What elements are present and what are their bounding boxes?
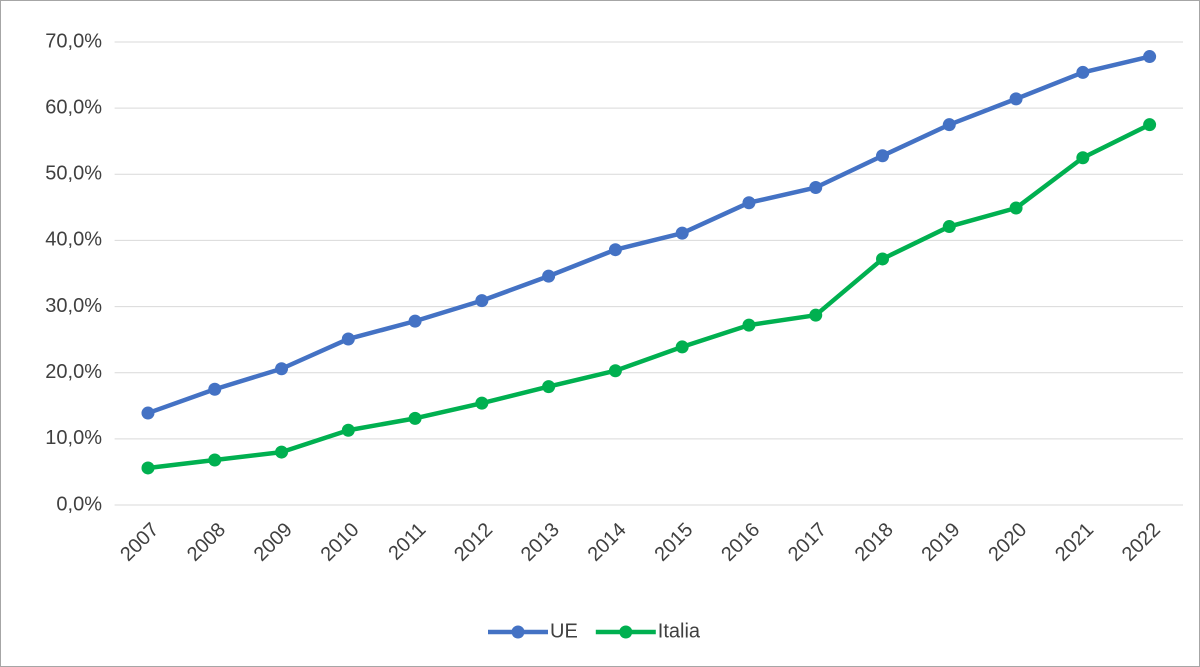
y-tick-label: 50,0% <box>45 163 102 185</box>
data-point <box>1143 50 1157 64</box>
y-tick-label: 0,0% <box>56 493 102 515</box>
data-point <box>408 314 422 328</box>
data-point <box>475 396 489 410</box>
data-point <box>341 423 355 437</box>
data-point <box>1009 201 1023 215</box>
data-point <box>542 380 556 394</box>
data-point <box>1076 65 1090 79</box>
data-point <box>742 318 756 332</box>
series-line <box>147 122 1151 471</box>
data-point <box>675 340 689 354</box>
data-point <box>876 252 890 266</box>
legend-label: Italia <box>658 620 701 642</box>
legend: UE Italia <box>488 620 701 642</box>
data-point <box>475 294 489 308</box>
y-tick-label: 60,0% <box>45 96 102 118</box>
legend-marker <box>511 625 525 639</box>
data-point <box>608 243 622 257</box>
data-point <box>1143 118 1157 132</box>
y-tick-label: 10,0% <box>45 427 102 449</box>
data-point <box>1076 151 1090 165</box>
data-point <box>809 308 823 322</box>
data-point <box>542 269 556 283</box>
y-tick-label: 30,0% <box>45 295 102 317</box>
data-point <box>208 453 222 467</box>
data-point <box>408 411 422 425</box>
y-tick-label: 40,0% <box>45 229 102 251</box>
y-tick-label: 70,0% <box>45 30 102 52</box>
data-point <box>876 149 890 163</box>
data-point <box>809 181 823 195</box>
data-point <box>341 332 355 346</box>
data-point <box>942 220 956 234</box>
legend-marker <box>619 625 633 639</box>
y-tick-label: 20,0% <box>45 361 102 383</box>
series-line <box>147 54 1151 416</box>
data-point <box>208 382 222 396</box>
data-point <box>141 406 155 420</box>
legend-label: UE <box>550 620 578 642</box>
data-point <box>675 226 689 240</box>
data-point <box>141 461 155 475</box>
data-point <box>1009 92 1023 106</box>
data-point <box>608 364 622 378</box>
data-point <box>742 196 756 210</box>
data-point <box>275 445 289 459</box>
data-point <box>275 362 289 376</box>
data-point <box>942 118 956 132</box>
